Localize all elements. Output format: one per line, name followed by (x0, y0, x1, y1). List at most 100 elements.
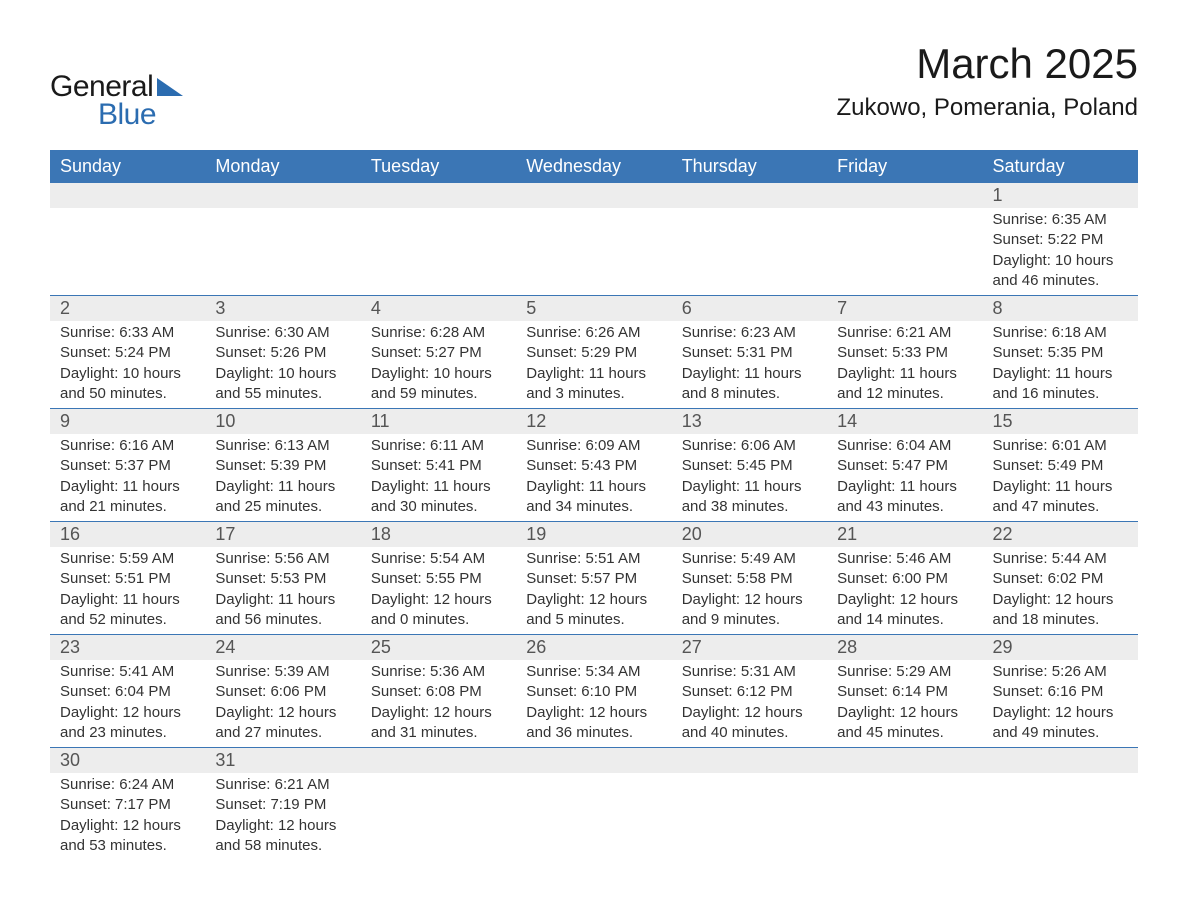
sunrise-line: Sunrise: 5:29 AM (837, 662, 972, 682)
day-detail-cell (983, 773, 1138, 860)
day-number-cell (672, 748, 827, 774)
day-detail-cell (672, 773, 827, 860)
day-number-row: 1 (50, 183, 1138, 208)
sunrise-line: Sunrise: 6:01 AM (993, 436, 1128, 456)
sunrise-line: Sunrise: 5:34 AM (526, 662, 661, 682)
weekday-header: Saturday (983, 150, 1138, 183)
sunrise-line: Sunrise: 5:54 AM (371, 549, 506, 569)
day-number-cell: 21 (827, 522, 982, 548)
daylight-line: Daylight: 12 hours and 5 minutes. (526, 590, 661, 631)
header: General Blue March 2025 Zukowo, Pomerani… (50, 40, 1138, 132)
daylight-line: Daylight: 11 hours and 47 minutes. (993, 477, 1128, 518)
day-detail-cell (827, 773, 982, 860)
day-number-cell (516, 183, 671, 208)
day-detail-cell: Sunrise: 5:46 AMSunset: 6:00 PMDaylight:… (827, 547, 982, 635)
day-number-cell: 27 (672, 635, 827, 661)
day-number-cell: 13 (672, 409, 827, 435)
daylight-line: Daylight: 12 hours and 58 minutes. (215, 816, 350, 857)
day-detail-row: Sunrise: 6:24 AMSunset: 7:17 PMDaylight:… (50, 773, 1138, 860)
weekday-header: Thursday (672, 150, 827, 183)
day-detail-cell: Sunrise: 6:01 AMSunset: 5:49 PMDaylight:… (983, 434, 1138, 522)
day-number-row: 23242526272829 (50, 635, 1138, 661)
daylight-line: Daylight: 11 hours and 3 minutes. (526, 364, 661, 405)
sunset-line: Sunset: 5:22 PM (993, 230, 1128, 250)
sunrise-line: Sunrise: 6:24 AM (60, 775, 195, 795)
location: Zukowo, Pomerania, Poland (837, 94, 1139, 122)
day-number-cell: 31 (205, 748, 360, 774)
sunrise-line: Sunrise: 5:51 AM (526, 549, 661, 569)
day-number-cell: 23 (50, 635, 205, 661)
day-number-cell: 16 (50, 522, 205, 548)
day-detail-cell: Sunrise: 6:11 AMSunset: 5:41 PMDaylight:… (361, 434, 516, 522)
sunset-line: Sunset: 6:06 PM (215, 682, 350, 702)
daylight-line: Daylight: 12 hours and 0 minutes. (371, 590, 506, 631)
day-number-cell (672, 183, 827, 208)
daylight-line: Daylight: 11 hours and 21 minutes. (60, 477, 195, 518)
day-number-cell: 4 (361, 296, 516, 322)
logo: General Blue (50, 40, 183, 132)
day-number-cell: 22 (983, 522, 1138, 548)
day-detail-cell: Sunrise: 5:29 AMSunset: 6:14 PMDaylight:… (827, 660, 982, 748)
sunset-line: Sunset: 6:16 PM (993, 682, 1128, 702)
logo-text-blue: Blue (98, 98, 156, 132)
day-detail-cell: Sunrise: 6:33 AMSunset: 5:24 PMDaylight:… (50, 321, 205, 409)
day-number-cell: 6 (672, 296, 827, 322)
day-number-cell: 15 (983, 409, 1138, 435)
day-detail-cell: Sunrise: 6:23 AMSunset: 5:31 PMDaylight:… (672, 321, 827, 409)
weekday-header: Wednesday (516, 150, 671, 183)
day-number-cell: 2 (50, 296, 205, 322)
daylight-line: Daylight: 12 hours and 45 minutes. (837, 703, 972, 744)
sunrise-line: Sunrise: 6:16 AM (60, 436, 195, 456)
daylight-line: Daylight: 12 hours and 53 minutes. (60, 816, 195, 857)
day-number-cell: 28 (827, 635, 982, 661)
daylight-line: Daylight: 12 hours and 31 minutes. (371, 703, 506, 744)
day-detail-cell (672, 208, 827, 296)
sunset-line: Sunset: 5:27 PM (371, 343, 506, 363)
day-number-cell: 10 (205, 409, 360, 435)
day-detail-cell: Sunrise: 5:54 AMSunset: 5:55 PMDaylight:… (361, 547, 516, 635)
day-detail-cell: Sunrise: 6:18 AMSunset: 5:35 PMDaylight:… (983, 321, 1138, 409)
day-number-cell: 7 (827, 296, 982, 322)
day-number-cell: 3 (205, 296, 360, 322)
sunrise-line: Sunrise: 6:28 AM (371, 323, 506, 343)
day-detail-cell: Sunrise: 6:28 AMSunset: 5:27 PMDaylight:… (361, 321, 516, 409)
sunset-line: Sunset: 6:08 PM (371, 682, 506, 702)
sunset-line: Sunset: 5:49 PM (993, 456, 1128, 476)
daylight-line: Daylight: 12 hours and 23 minutes. (60, 703, 195, 744)
daylight-line: Daylight: 12 hours and 49 minutes. (993, 703, 1128, 744)
sunrise-line: Sunrise: 6:21 AM (837, 323, 972, 343)
sunrise-line: Sunrise: 6:18 AM (993, 323, 1128, 343)
day-number-cell: 17 (205, 522, 360, 548)
day-number-cell: 25 (361, 635, 516, 661)
day-number-cell: 18 (361, 522, 516, 548)
sunrise-line: Sunrise: 6:09 AM (526, 436, 661, 456)
daylight-line: Daylight: 12 hours and 18 minutes. (993, 590, 1128, 631)
daylight-line: Daylight: 10 hours and 59 minutes. (371, 364, 506, 405)
day-number-cell: 30 (50, 748, 205, 774)
sunrise-line: Sunrise: 6:35 AM (993, 210, 1128, 230)
sunset-line: Sunset: 7:17 PM (60, 795, 195, 815)
day-detail-cell: Sunrise: 5:51 AMSunset: 5:57 PMDaylight:… (516, 547, 671, 635)
day-detail-cell: Sunrise: 5:59 AMSunset: 5:51 PMDaylight:… (50, 547, 205, 635)
sunset-line: Sunset: 5:55 PM (371, 569, 506, 589)
sunset-line: Sunset: 6:14 PM (837, 682, 972, 702)
sunset-line: Sunset: 6:02 PM (993, 569, 1128, 589)
day-number-cell: 1 (983, 183, 1138, 208)
day-detail-row: Sunrise: 6:16 AMSunset: 5:37 PMDaylight:… (50, 434, 1138, 522)
sunrise-line: Sunrise: 5:26 AM (993, 662, 1128, 682)
day-detail-cell: Sunrise: 6:21 AMSunset: 7:19 PMDaylight:… (205, 773, 360, 860)
daylight-line: Daylight: 11 hours and 12 minutes. (837, 364, 972, 405)
sunset-line: Sunset: 5:53 PM (215, 569, 350, 589)
day-number-row: 16171819202122 (50, 522, 1138, 548)
daylight-line: Daylight: 12 hours and 36 minutes. (526, 703, 661, 744)
sunset-line: Sunset: 5:26 PM (215, 343, 350, 363)
day-number-cell: 19 (516, 522, 671, 548)
day-detail-cell (50, 208, 205, 296)
daylight-line: Daylight: 10 hours and 55 minutes. (215, 364, 350, 405)
sunset-line: Sunset: 7:19 PM (215, 795, 350, 815)
sunset-line: Sunset: 5:31 PM (682, 343, 817, 363)
daylight-line: Daylight: 12 hours and 9 minutes. (682, 590, 817, 631)
day-detail-row: Sunrise: 6:33 AMSunset: 5:24 PMDaylight:… (50, 321, 1138, 409)
sunset-line: Sunset: 5:58 PM (682, 569, 817, 589)
day-detail-cell: Sunrise: 6:24 AMSunset: 7:17 PMDaylight:… (50, 773, 205, 860)
